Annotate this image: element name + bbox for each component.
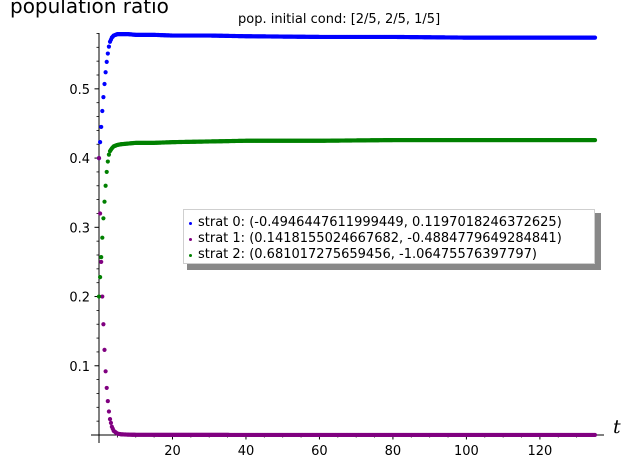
legend-entry-strat-2: strat 2: (0.681017275659456, -1.06475576… — [184, 247, 594, 263]
x-axis-label: t — [613, 416, 621, 438]
data-point-series-2 — [104, 169, 109, 175]
legend: strat 0: (-0.4946447611999449, 0.1197018… — [183, 209, 595, 264]
x-tick-label: 80 — [385, 444, 402, 459]
x-tick-label: 120 — [527, 444, 552, 459]
data-point-series-0 — [99, 124, 104, 130]
data-point-series-1 — [98, 211, 103, 216]
data-point-series-0 — [100, 108, 105, 114]
data-point-series-2 — [96, 294, 102, 299]
y-axis-label: population ratio — [10, 0, 169, 18]
data-point-series-0 — [103, 70, 108, 75]
legend-marker-strat-2 — [189, 254, 192, 257]
data-point-series-2 — [103, 183, 108, 188]
data-point-series-1 — [103, 369, 108, 374]
data-point-series-0 — [104, 59, 109, 64]
data-point-series-0 — [102, 81, 107, 87]
legend-marker-strat-0 — [189, 222, 192, 225]
data-point-series-2 — [99, 254, 104, 260]
data-point-series-1 — [106, 409, 112, 414]
series-2 — [96, 137, 598, 299]
chart-title: pop. initial cond: [2/5, 2/5, 1/5] — [238, 12, 441, 27]
data-point-series-2 — [101, 216, 106, 221]
data-point-series-1 — [101, 322, 106, 327]
data-point-series-1 — [96, 155, 102, 161]
data-point-series-1 — [104, 385, 109, 391]
legend-entry-strat-1: strat 1: (0.1418155024667682, -0.4884779… — [184, 231, 594, 247]
legend-label-strat-1: strat 1: (0.1418155024667682, -0.4884779… — [198, 231, 562, 246]
x-tick-label: 100 — [454, 444, 479, 459]
legend-marker-strat-1 — [189, 238, 192, 241]
x-tick-label: 20 — [164, 444, 181, 459]
x-tick-label: 60 — [311, 444, 328, 459]
series-0 — [96, 32, 598, 161]
data-point-series-1 — [592, 432, 598, 438]
data-point-series-0 — [106, 44, 112, 49]
data-point-series-0 — [98, 140, 103, 145]
y-tick-label: 0.1 — [69, 360, 90, 375]
legend-label-strat-2: strat 2: (0.681017275659456, -1.06475576… — [198, 247, 537, 262]
data-point-series-0 — [592, 35, 598, 40]
data-point-series-1 — [102, 347, 107, 352]
y-tick-label: 0.3 — [69, 221, 90, 236]
data-point-series-1 — [100, 294, 105, 299]
data-point-series-2 — [100, 235, 105, 240]
data-point-series-0 — [101, 95, 106, 100]
y-tick-label: 0.5 — [69, 83, 90, 98]
data-point-series-1 — [108, 420, 114, 425]
data-point-series-1 — [99, 259, 104, 265]
data-point-series-2 — [98, 275, 103, 280]
x-tick-label: 40 — [238, 444, 255, 459]
data-point-series-1 — [107, 416, 113, 422]
data-points — [96, 32, 598, 438]
data-point-series-2 — [105, 159, 110, 164]
y-tick-label: 0.4 — [69, 152, 90, 167]
legend-label-strat-0: strat 0: (-0.4946447611999449, 0.1197018… — [198, 215, 562, 230]
y-tick-label: 0.2 — [69, 291, 90, 306]
data-point-series-1 — [105, 398, 110, 404]
data-point-series-2 — [102, 199, 107, 204]
data-point-series-2 — [592, 137, 598, 143]
data-point-series-2 — [106, 152, 112, 157]
legend-entry-strat-0: strat 0: (-0.4946447611999449, 0.1197018… — [184, 215, 594, 231]
series-1 — [96, 155, 598, 438]
data-point-series-0 — [105, 51, 110, 56]
